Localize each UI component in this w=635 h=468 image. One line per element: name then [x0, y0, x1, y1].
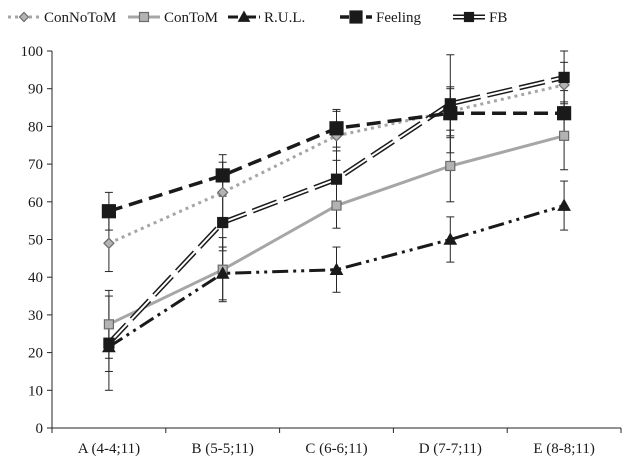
series-feeling-point — [443, 106, 458, 121]
y-tick-label: 60 — [28, 195, 43, 211]
series-r-u-l-point — [557, 198, 571, 211]
legend-marker-fb — [463, 11, 475, 23]
series-feeling-point — [329, 121, 344, 136]
legend-label-r-u-l: R.U.L. — [264, 10, 305, 26]
series-contom-point — [445, 160, 456, 172]
series-contom-point — [558, 130, 570, 141]
series-fb-point — [217, 216, 229, 229]
y-tick-label: 10 — [28, 383, 43, 399]
series-connotom-point — [216, 186, 229, 199]
series-feeling-point — [215, 168, 230, 183]
y-tick-label: 20 — [28, 346, 43, 362]
legend-marker-r-u-l — [237, 10, 251, 22]
y-tick-label: 70 — [28, 157, 43, 173]
series-feeling-point — [556, 106, 572, 121]
x-tick-label: C (6-6;11) — [305, 441, 367, 457]
x-tick-label: B (5-5;11) — [192, 441, 254, 457]
series-connotom-point — [103, 237, 115, 250]
y-tick-label: 90 — [28, 82, 43, 98]
y-tick-label: 80 — [28, 119, 43, 135]
series-connotom-line — [108, 83, 565, 245]
series-r-u-l-point — [215, 266, 230, 279]
series-feeling-point — [101, 204, 117, 219]
series-fb-point — [103, 337, 115, 349]
x-tick-label: A (4-4;11) — [78, 441, 140, 457]
series-contom-point — [103, 319, 115, 330]
y-tick-label: 40 — [28, 270, 43, 286]
legend-label-feeling: Feeling — [376, 10, 421, 26]
y-tick-label: 100 — [21, 44, 44, 60]
series-fb-point — [330, 173, 343, 185]
legend-marker-connotom — [18, 11, 30, 23]
series-r-u-l-point — [329, 262, 344, 275]
legend-marker-feeling — [349, 10, 363, 24]
series-r-u-l-point — [443, 232, 458, 245]
legend-label-connotom: ConNoToM — [44, 10, 116, 26]
series-contom-point — [331, 200, 342, 211]
y-tick-label: 0 — [36, 421, 44, 437]
x-tick-label: E (8-8;11) — [533, 441, 595, 457]
series-fb-point — [558, 71, 570, 83]
legend-marker-contom — [138, 11, 150, 23]
legend-label-fb: FB — [489, 10, 507, 26]
legend-label-contom: ConToM — [164, 10, 218, 26]
y-tick-label: 30 — [28, 308, 43, 324]
x-tick-label: D (7-7;11) — [419, 441, 482, 457]
y-tick-label: 50 — [28, 233, 43, 249]
